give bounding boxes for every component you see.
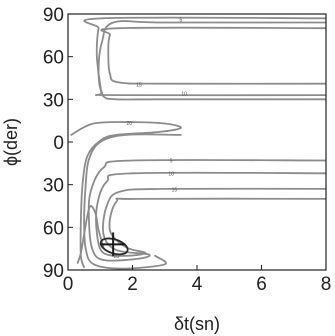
contour-lines <box>70 16 326 270</box>
best-fit-contour <box>99 237 129 256</box>
y-tick-label: 0 <box>53 133 64 154</box>
x-tick-label: 6 <box>256 274 267 295</box>
contour-labels: 5 10 15 20 5 10 15 20 <box>114 18 188 260</box>
x-tick-label: 8 <box>321 274 332 295</box>
x-axis-label: δt(sn) <box>174 314 220 334</box>
y-axis-label: ϕ(der) <box>1 118 21 166</box>
y-axis-ticks: 90 60 30 0 30 60 90 <box>43 5 73 282</box>
x-axis-ticks: 0 2 4 6 8 <box>63 265 332 295</box>
contour-label: 10 <box>168 171 174 177</box>
contour-line-8 <box>76 205 105 264</box>
plot-frame <box>67 13 327 271</box>
y-tick-label: 30 <box>43 90 64 111</box>
y-tick-label: 60 <box>43 48 64 69</box>
y-tick-label: 90 <box>43 261 64 282</box>
contour-line-2 <box>100 26 326 85</box>
y-tick-label: 90 <box>43 5 64 26</box>
y-tick-label: 60 <box>43 218 64 239</box>
contour-line-1 <box>83 16 326 101</box>
contour-line-7 <box>95 171 326 257</box>
contour-label: 20 <box>126 121 132 127</box>
x-tick-label: 2 <box>127 274 138 295</box>
contour-label: 15 <box>136 82 142 88</box>
x-tick-label: 4 <box>192 274 203 295</box>
contour-label: 10 <box>181 92 187 98</box>
contour-label: 15 <box>172 188 178 194</box>
best-fit-marker <box>99 232 129 257</box>
contour-line-3 <box>95 20 326 97</box>
y-tick-label: 30 <box>43 176 64 197</box>
contour-line-6 <box>87 159 326 262</box>
x-tick-label: 0 <box>63 274 74 295</box>
contour-line-4 <box>70 121 182 269</box>
contour-label: 5 <box>179 18 182 24</box>
contour-line-5 <box>83 133 182 270</box>
contour-label: 20 <box>114 254 120 260</box>
contour-label: 5 <box>170 158 173 164</box>
